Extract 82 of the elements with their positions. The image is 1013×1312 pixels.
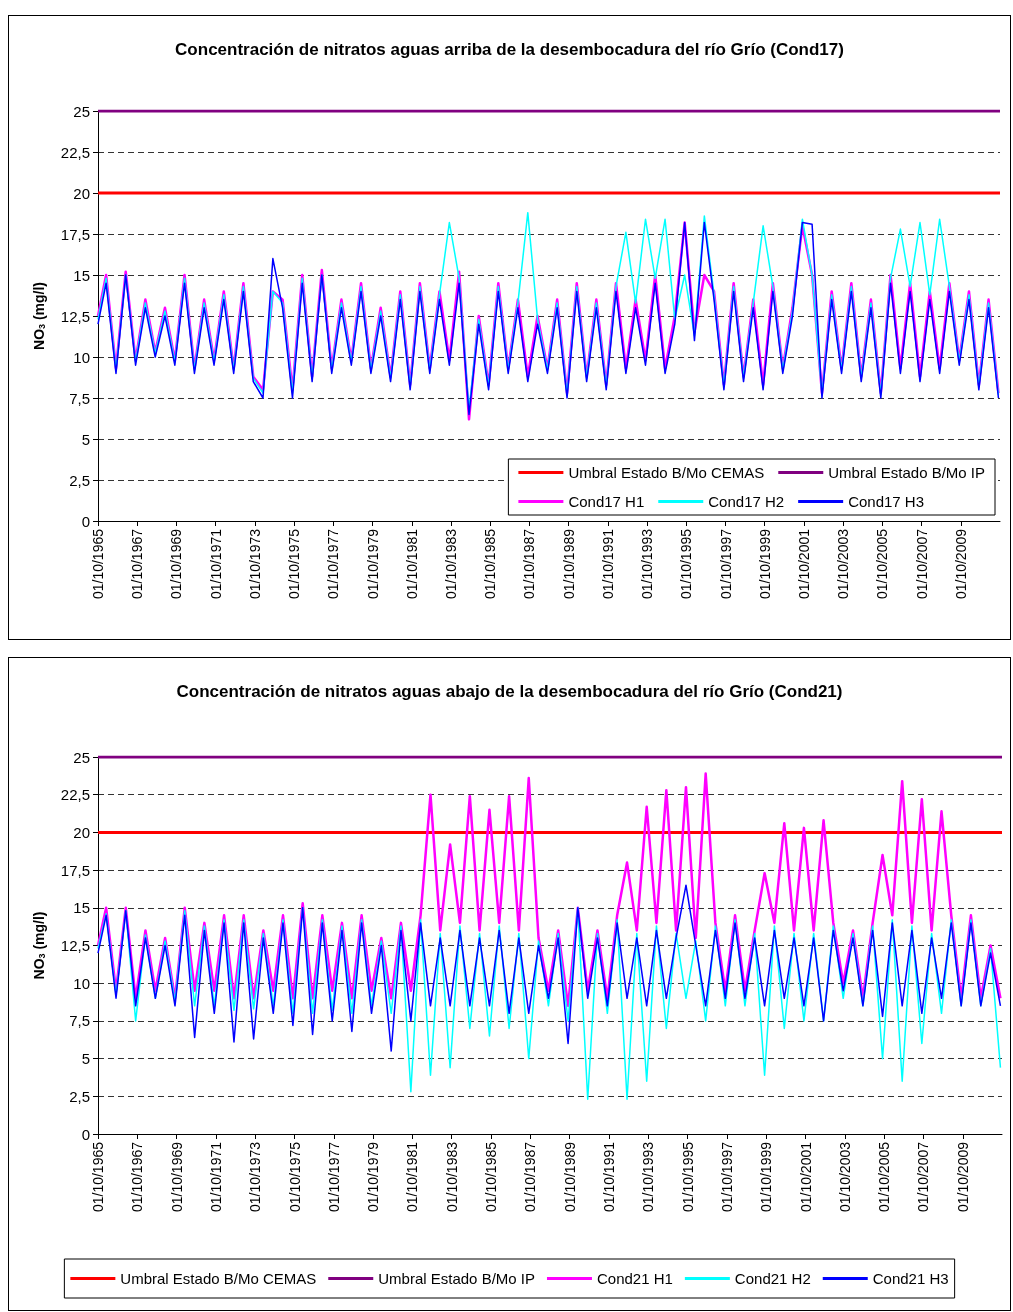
x-tick-label: 01/10/1973 bbox=[246, 528, 263, 600]
legend-label: Umbral Estado B/Mo IP bbox=[378, 1270, 535, 1287]
legend-label: Umbral Estado B/Mo CEMAS bbox=[120, 1270, 317, 1287]
x-tick-label: 01/10/1977 bbox=[325, 1141, 342, 1213]
x-tick-label: 01/10/1969 bbox=[168, 528, 185, 600]
y-tick-label: 17,5 bbox=[60, 861, 90, 879]
legend-label: Cond17 H1 bbox=[568, 493, 645, 510]
y-tick-label: 17,5 bbox=[60, 225, 90, 243]
legend-label: Cond21 H3 bbox=[872, 1270, 949, 1287]
y-tick-label: 0 bbox=[81, 1125, 90, 1143]
y-tick-label: 25 bbox=[73, 748, 90, 766]
chart-title: Concentración de nitratos aguas arriba de la desembocadura del río Grío (Cond17) bbox=[175, 39, 844, 59]
x-tick-label: 01/10/1995 bbox=[678, 528, 695, 600]
x-tick-label: 01/10/1985 bbox=[483, 1141, 500, 1213]
y-tick-label: 15 bbox=[73, 899, 90, 917]
y-tick-label: 22,5 bbox=[60, 143, 90, 161]
x-tick-label: 01/10/1985 bbox=[482, 528, 499, 600]
x-tick-label: 01/10/2003 bbox=[835, 528, 852, 600]
x-tick-label: 01/10/1977 bbox=[325, 528, 342, 600]
y-tick-label: 5 bbox=[81, 430, 90, 448]
x-tick-label: 01/10/1971 bbox=[207, 1141, 224, 1213]
y-tick-label: 12,5 bbox=[60, 937, 90, 954]
x-tick-label: 01/10/1989 bbox=[560, 528, 577, 600]
x-tick-label: 01/10/1965 bbox=[90, 1141, 106, 1213]
y-tick-label: 10 bbox=[73, 974, 90, 992]
y-tick-label: 20 bbox=[73, 184, 90, 202]
x-tick-label: 01/10/2009 bbox=[954, 1141, 971, 1213]
x-tick-label: 01/10/2005 bbox=[876, 1141, 893, 1213]
y-tick-label: 22,5 bbox=[60, 786, 90, 804]
x-tick-label: 01/10/1967 bbox=[129, 528, 146, 600]
x-tick-label: 01/10/2007 bbox=[913, 528, 930, 600]
x-tick-label: 01/10/1979 bbox=[365, 1141, 382, 1213]
x-tick-label: 01/10/1969 bbox=[168, 1141, 185, 1213]
x-tick-label: 01/10/1981 bbox=[403, 528, 420, 600]
y-tick-label: 7,5 bbox=[69, 1012, 90, 1030]
y-axis-title: NO3 (mg/l) bbox=[30, 911, 47, 980]
x-tick-label: 01/10/1965 bbox=[90, 528, 106, 600]
x-tick-label: 01/10/1967 bbox=[129, 1141, 146, 1213]
x-tick-label: 01/10/1997 bbox=[717, 528, 734, 600]
x-tick-label: 01/10/2005 bbox=[874, 528, 891, 600]
y-tick-label: 2,5 bbox=[69, 471, 90, 489]
y-tick-label: 10 bbox=[73, 348, 90, 366]
x-tick-label: 01/10/1993 bbox=[640, 1141, 657, 1213]
x-tick-label: 01/10/1983 bbox=[443, 1141, 460, 1213]
x-tick-label: 01/10/1999 bbox=[758, 1141, 775, 1213]
x-tick-label: 01/10/2007 bbox=[915, 1141, 932, 1213]
y-tick-label: 5 bbox=[81, 1050, 90, 1068]
x-tick-label: 01/10/1993 bbox=[639, 528, 656, 600]
x-tick-label: 01/10/2009 bbox=[952, 528, 969, 600]
legend-label: Cond21 H2 bbox=[734, 1270, 811, 1287]
legend-label: Cond17 H2 bbox=[708, 493, 785, 510]
y-tick-label: 0 bbox=[81, 512, 90, 530]
legend-label: Cond21 H1 bbox=[596, 1270, 673, 1287]
x-tick-label: 01/10/1975 bbox=[286, 1141, 303, 1213]
legend-label: Umbral Estado B/Mo CEMAS bbox=[568, 464, 765, 481]
y-tick-label: 12,5 bbox=[60, 307, 90, 325]
x-tick-label: 01/10/2003 bbox=[836, 1141, 853, 1213]
x-tick-label: 01/10/1979 bbox=[364, 528, 381, 600]
y-tick-label: 20 bbox=[73, 823, 90, 841]
legend-label: Umbral Estado B/Mo IP bbox=[828, 464, 986, 481]
x-tick-label: 01/10/1983 bbox=[442, 528, 459, 600]
x-tick-label: 01/10/2001 bbox=[795, 528, 812, 600]
x-tick-label: 01/10/1989 bbox=[561, 1141, 578, 1213]
x-tick-label: 01/10/1973 bbox=[247, 1141, 264, 1213]
x-tick-label: 01/10/1995 bbox=[679, 1141, 696, 1213]
chart-title: Concentración de nitratos aguas abajo de la desembocadura del río Grío (Cond21) bbox=[176, 681, 843, 701]
legend-label: Cond17 H3 bbox=[848, 493, 925, 510]
x-tick-label: 01/10/1999 bbox=[756, 528, 773, 600]
x-tick-label: 01/10/2001 bbox=[797, 1141, 814, 1213]
x-tick-label: 01/10/1975 bbox=[286, 528, 303, 600]
y-tick-label: 25 bbox=[73, 102, 90, 120]
y-axis-title: NO3 (mg/l) bbox=[30, 282, 47, 350]
x-tick-label: 01/10/1981 bbox=[404, 1141, 421, 1213]
x-tick-label: 01/10/1987 bbox=[521, 528, 538, 600]
x-tick-label: 01/10/1987 bbox=[522, 1141, 539, 1213]
x-tick-label: 01/10/1991 bbox=[600, 1141, 617, 1213]
x-tick-label: 01/10/1971 bbox=[207, 528, 224, 600]
x-tick-label: 01/10/1997 bbox=[718, 1141, 735, 1213]
y-tick-label: 7,5 bbox=[69, 389, 90, 407]
y-tick-label: 15 bbox=[73, 266, 90, 284]
x-tick-label: 01/10/1991 bbox=[599, 528, 616, 600]
y-tick-label: 2,5 bbox=[69, 1087, 90, 1105]
